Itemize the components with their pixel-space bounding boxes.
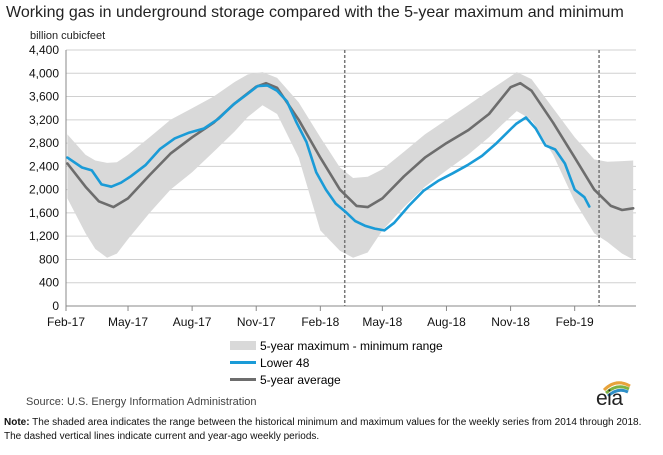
logo-arc-green (604, 385, 630, 395)
x-tick-label: Feb-19 (556, 315, 594, 329)
legend-item-range: 5-year maximum - minimum range (230, 337, 443, 354)
eia-logo-text: eia (596, 387, 623, 410)
y-tick-label: 1,200 (29, 229, 59, 243)
x-tick-label: May-18 (362, 315, 402, 329)
y-axis-label: billion cubicfeet (30, 30, 106, 42)
chart-title: Working gas in underground storage compa… (6, 4, 624, 21)
legend-label-lower48: Lower 48 (260, 355, 310, 370)
x-tick-label: May-17 (108, 315, 148, 329)
x-tick-label: Aug-17 (173, 315, 212, 329)
legend-item-lower48: Lower 48 (230, 354, 443, 371)
source-text: Source: U.S. Energy Information Administ… (26, 396, 257, 408)
note-text: The shaded area indicates the range betw… (4, 417, 642, 442)
legend-swatch-average (230, 378, 256, 381)
y-tick-label: 400 (39, 276, 59, 290)
y-tick-label: 2,400 (29, 159, 59, 173)
x-tick-label: Aug-18 (427, 315, 466, 329)
y-tick-label: 1,600 (29, 206, 59, 220)
x-tick-label: Nov-17 (237, 315, 276, 329)
y-tick-label: 0 (52, 299, 59, 313)
y-tick-label: 800 (39, 252, 59, 266)
legend-label-range: 5-year maximum - minimum range (260, 338, 443, 353)
note-label: Note: (4, 417, 30, 428)
series-5yr-average-line (66, 81, 635, 212)
logo-arc-blue (606, 388, 629, 398)
legend: 5-year maximum - minimum range Lower 48 … (230, 337, 443, 388)
series-lower-48-line (66, 84, 591, 232)
y-tick-label: 4,400 (29, 43, 59, 57)
legend-swatch-lower48 (230, 361, 256, 364)
y-tick-label: 2,000 (29, 183, 59, 197)
logo-arc-orange (602, 381, 631, 392)
legend-swatch-range (230, 341, 256, 350)
y-tick-label: 2,800 (29, 136, 59, 150)
x-tick-label: Feb-18 (301, 315, 339, 329)
range-band (67, 72, 634, 260)
y-tick-label: 4,000 (29, 66, 59, 80)
y-tick-label: 3,600 (29, 90, 59, 104)
x-tick-label: Nov-18 (491, 315, 530, 329)
legend-item-average: 5-year average (230, 371, 443, 388)
y-tick-label: 3,200 (29, 113, 59, 127)
x-tick-label: Feb-17 (47, 315, 85, 329)
chart-note: Note: The shaded area indicates the rang… (4, 416, 656, 444)
legend-label-average: 5-year average (260, 372, 341, 387)
eia-logo-arcs (602, 381, 631, 398)
